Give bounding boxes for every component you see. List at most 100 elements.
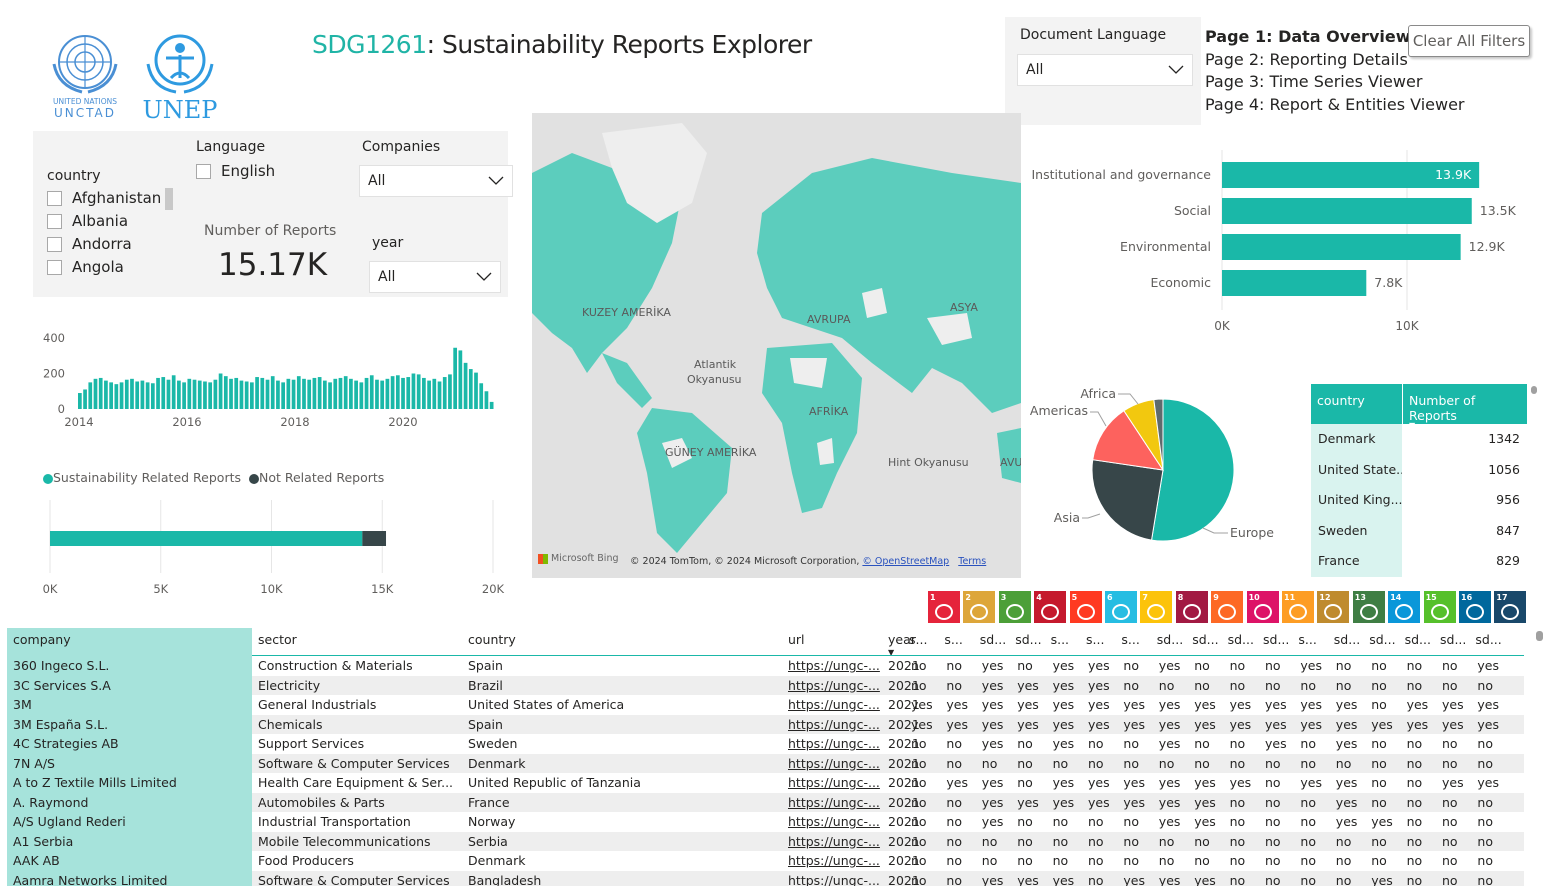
timeseries-bar <box>411 373 416 409</box>
cell-sdg: no <box>1265 814 1281 829</box>
map-label: KUZEY AMERİKA <box>582 306 671 319</box>
table-row[interactable]: 3M España S.L. Chemicals Spain https://ungc… <box>7 714 1524 734</box>
language-option[interactable]: English <box>196 162 275 180</box>
column-header[interactable]: sd... <box>1192 632 1219 647</box>
column-header[interactable]: s... <box>944 632 963 647</box>
world-map[interactable]: KUZEY AMERİKA Atlantik Okyanusu AVRUPA A… <box>532 113 1021 578</box>
table-row[interactable]: Aamra Networks Limited Software & Compute… <box>7 870 1524 887</box>
nav-page-1[interactable]: Page 1: Data Overview <box>1205 27 1411 46</box>
cell-year: 2021 <box>888 853 920 868</box>
column-header[interactable]: sd... <box>1333 632 1361 647</box>
cell-url[interactable]: https://ungc-... <box>788 833 880 849</box>
column-header-number-of-reports[interactable]: Number of Reports ▼ <box>1402 384 1527 430</box>
row-background <box>252 656 1524 676</box>
column-header[interactable]: s... <box>1298 632 1317 647</box>
cell-url[interactable]: https://ungc-... <box>788 814 880 829</box>
cell-url[interactable]: https://ungc-... <box>788 736 880 751</box>
checkbox[interactable] <box>196 164 211 179</box>
cell-url[interactable]: https://ungc-... <box>788 853 880 868</box>
cell-sdg: no <box>1477 872 1493 887</box>
country-list-scrollbar[interactable] <box>165 188 173 210</box>
table-row[interactable]: 3M General Industrials United States of Am… <box>7 695 1524 715</box>
osm-link[interactable]: © OpenStreetMap <box>862 556 950 567</box>
cell-sdg: no <box>1229 872 1246 887</box>
cell-sdg: no <box>1477 736 1493 751</box>
column-header[interactable]: sd... <box>1369 632 1396 647</box>
cell-url[interactable]: https://ungc-... <box>788 677 880 693</box>
column-header[interactable]: sector <box>258 632 297 647</box>
x-tick-label: 2018 <box>280 415 309 429</box>
cell-url[interactable]: https://ungc-... <box>788 872 880 887</box>
document-language-dropdown[interactable]: All <box>1017 54 1193 86</box>
companies-filter-label: Companies <box>362 139 441 155</box>
column-header[interactable]: sd... <box>1404 632 1431 647</box>
table-row[interactable]: 4C Strategies AB Support Services Sweden ht… <box>7 734 1524 754</box>
column-header-country[interactable]: country <box>1317 393 1365 408</box>
checkbox[interactable] <box>47 237 62 252</box>
column-header[interactable]: sd... <box>1015 632 1042 647</box>
column-header[interactable]: s... <box>909 632 928 647</box>
table-row[interactable]: 360 Ingeco S.L. Construction & Materials S… <box>7 656 1524 676</box>
cell-sdg: no <box>1229 755 1246 771</box>
nav-page-3[interactable]: Page 3: Time Series Viewer <box>1205 72 1423 91</box>
checkbox[interactable] <box>47 214 62 229</box>
cell-url[interactable]: https://ungc-... <box>788 775 880 790</box>
cell-url[interactable]: https://ungc-... <box>788 716 880 732</box>
sdg-glyph <box>1041 604 1060 620</box>
checkbox[interactable] <box>47 191 62 206</box>
cell-url[interactable]: https://ungc-... <box>788 697 880 712</box>
column-header[interactable]: s... <box>1050 632 1070 647</box>
table-row[interactable]: 3C Services S.A Electricity Brazil https://… <box>7 675 1524 695</box>
cell-url[interactable]: https://ungc-... <box>788 658 880 673</box>
terms-link[interactable]: Terms <box>958 556 987 567</box>
column-header[interactable]: country <box>468 632 516 647</box>
main-table-scrollbar[interactable] <box>1536 631 1543 641</box>
column-header[interactable]: year ▼ <box>888 632 916 657</box>
column-header[interactable]: sd... <box>1227 632 1254 647</box>
column-header[interactable]: sd... <box>1263 632 1290 647</box>
country-option[interactable]: Afghanistan <box>47 189 161 212</box>
cell-sdg: yes <box>1052 872 1075 887</box>
nav-page-4[interactable]: Page 4: Report & Entities Viewer <box>1205 94 1465 114</box>
country-option[interactable]: Andorra <box>47 235 161 258</box>
cell-year: 2021 <box>888 677 920 693</box>
table-row[interactable]: A. Raymond Automobiles & Parts France https… <box>7 792 1524 812</box>
companies-dropdown[interactable]: All <box>359 165 513 197</box>
column-header[interactable]: company <box>13 632 71 647</box>
cell-sdg: no <box>911 833 927 849</box>
table-row[interactable]: France 829 <box>1311 546 1527 577</box>
pie-slice <box>1092 410 1165 471</box>
column-header[interactable]: s... <box>1121 632 1140 647</box>
cell-year: 2021 <box>888 814 920 829</box>
table-row[interactable]: A to Z Textile Mills Limited Health Care … <box>7 773 1524 793</box>
table-row[interactable]: United State... 1056 <box>1311 454 1527 486</box>
table-row[interactable]: Sweden 847 <box>1311 515 1527 547</box>
clear-all-filters-button[interactable]: Clear All Filters <box>1408 25 1530 57</box>
country-option[interactable]: Angola <box>47 258 161 281</box>
column-header[interactable]: url <box>788 632 805 647</box>
table-row[interactable]: Denmark 1342 <box>1311 424 1527 455</box>
table-row[interactable]: AAK AB Food Producers Denmark https://ungc-… <box>7 851 1524 871</box>
table-row[interactable]: A1 Serbia Mobile Telecommunications Serbia… <box>7 831 1524 851</box>
cell-sdg: yes <box>1052 716 1075 732</box>
sdg-10-icon: 10 <box>1246 591 1279 623</box>
checkbox[interactable] <box>47 260 62 275</box>
column-header[interactable]: sd... <box>979 632 1007 647</box>
column-header[interactable]: sd... <box>1475 632 1502 647</box>
timeseries-bar <box>98 377 103 409</box>
country-option[interactable]: Albania <box>47 212 161 235</box>
table-row[interactable]: 7N A/S Software & Computer Services Denmar… <box>7 753 1524 773</box>
table-row[interactable]: A/S Ugland Rederi Industrial Transportati… <box>7 812 1524 832</box>
language-option-label: English <box>221 162 276 180</box>
table-row[interactable]: United King... 956 <box>1311 485 1527 516</box>
column-header[interactable]: sd... <box>1440 632 1467 647</box>
year-dropdown[interactable]: All <box>369 261 501 293</box>
cell-url[interactable]: https://ungc-... <box>788 755 880 771</box>
nav-page-2[interactable]: Page 2: Reporting Details <box>1205 49 1408 69</box>
column-header[interactable]: s... <box>1086 632 1105 647</box>
country-table-scrollbar[interactable] <box>1531 386 1537 394</box>
cell-number-of-reports: 829 <box>1402 546 1527 577</box>
cell-sdg: yes <box>1477 775 1499 790</box>
cell-url[interactable]: https://ungc-... <box>788 794 880 810</box>
column-header[interactable]: sd... <box>1156 632 1184 647</box>
